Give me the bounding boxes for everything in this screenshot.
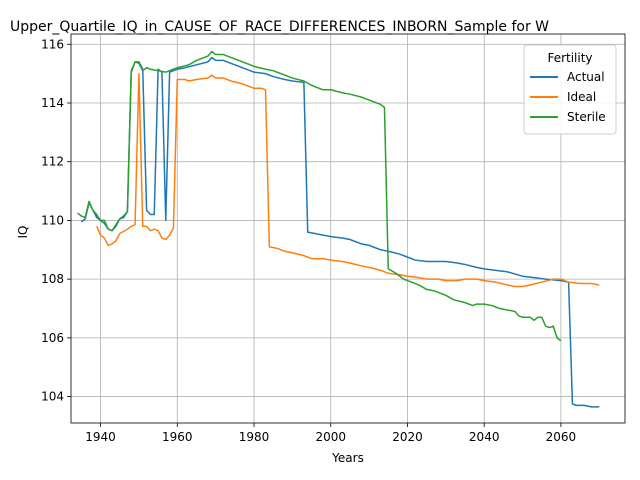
y-axis-label: IQ bbox=[16, 226, 30, 239]
series-lines bbox=[77, 50, 600, 408]
legend-label-actual: Actual bbox=[567, 70, 605, 84]
plot-frame bbox=[70, 33, 626, 424]
x-tick-label: 1940 bbox=[85, 430, 116, 444]
y-axis-ticks: 104 106 108 110 112 114 116 bbox=[41, 37, 71, 404]
x-tick-label: 1980 bbox=[239, 430, 270, 444]
y-tick-label: 104 bbox=[41, 390, 64, 404]
legend-label-ideal: Ideal bbox=[567, 90, 596, 104]
x-axis-ticks: 1940 1960 1980 2000 2020 2040 2060 bbox=[85, 423, 576, 444]
x-tick-label: 2060 bbox=[546, 430, 577, 444]
x-tick-label: 2020 bbox=[392, 430, 423, 444]
chart-title: Upper_Quartile_IQ_in_CAUSE_OF_RACE_DIFFE… bbox=[10, 19, 549, 35]
legend-title: Fertility bbox=[547, 51, 592, 65]
x-tick-label: 2000 bbox=[315, 430, 346, 444]
y-tick-label: 108 bbox=[41, 272, 64, 286]
series-line-sterile bbox=[77, 50, 562, 342]
y-tick-label: 106 bbox=[41, 331, 64, 345]
x-tick-label: 2040 bbox=[469, 430, 500, 444]
series-line-ideal bbox=[96, 72, 600, 288]
x-tick-label: 1960 bbox=[162, 430, 193, 444]
x-axis-label: Years bbox=[331, 451, 364, 465]
y-tick-label: 116 bbox=[41, 37, 64, 51]
y-tick-label: 110 bbox=[41, 213, 64, 227]
legend-label-sterile: Sterile bbox=[567, 110, 606, 124]
legend-box bbox=[523, 44, 617, 135]
legend: Fertility Actual Ideal Sterile bbox=[523, 44, 617, 135]
legend-entries: Actual Ideal Sterile bbox=[530, 70, 606, 124]
y-tick-label: 112 bbox=[41, 155, 64, 169]
y-tick-label: 114 bbox=[41, 96, 64, 110]
